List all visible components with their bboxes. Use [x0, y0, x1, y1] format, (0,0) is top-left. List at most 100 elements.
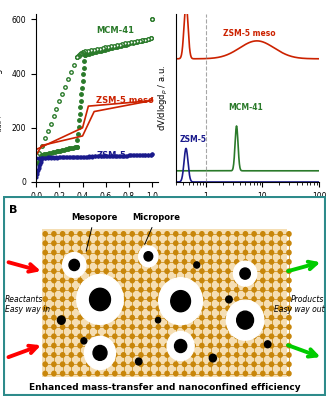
Circle shape: [87, 260, 91, 264]
Text: Micropore: Micropore: [132, 213, 180, 244]
Circle shape: [95, 306, 100, 311]
Circle shape: [61, 297, 65, 301]
Circle shape: [237, 311, 254, 329]
Circle shape: [235, 297, 239, 301]
Circle shape: [121, 344, 126, 348]
Circle shape: [174, 232, 178, 236]
Circle shape: [87, 250, 91, 255]
Circle shape: [217, 344, 221, 348]
Circle shape: [287, 269, 291, 274]
Circle shape: [226, 296, 232, 303]
Circle shape: [278, 241, 282, 246]
Circle shape: [261, 353, 265, 357]
Circle shape: [113, 334, 117, 338]
Text: MCM-41: MCM-41: [228, 103, 263, 112]
Circle shape: [174, 316, 178, 320]
Circle shape: [156, 334, 161, 338]
Circle shape: [209, 250, 213, 255]
Circle shape: [217, 334, 221, 338]
Text: MCM-41: MCM-41: [96, 26, 135, 35]
Circle shape: [95, 250, 100, 255]
Circle shape: [261, 325, 265, 329]
Circle shape: [78, 316, 82, 320]
Circle shape: [156, 241, 161, 246]
Circle shape: [226, 232, 230, 236]
Circle shape: [130, 232, 134, 236]
Circle shape: [252, 260, 256, 264]
Circle shape: [121, 297, 126, 301]
Circle shape: [200, 241, 204, 246]
Circle shape: [287, 297, 291, 301]
Circle shape: [269, 362, 274, 366]
Circle shape: [235, 241, 239, 246]
Text: Mesopore: Mesopore: [71, 213, 117, 251]
Circle shape: [278, 362, 282, 366]
Circle shape: [226, 344, 230, 348]
Circle shape: [287, 250, 291, 255]
Circle shape: [69, 362, 73, 366]
Circle shape: [174, 260, 178, 264]
Circle shape: [243, 353, 247, 357]
Circle shape: [121, 288, 126, 292]
Circle shape: [130, 260, 134, 264]
Circle shape: [165, 250, 169, 255]
Circle shape: [43, 250, 47, 255]
Circle shape: [148, 297, 152, 301]
Circle shape: [52, 278, 56, 283]
Circle shape: [182, 371, 187, 376]
Circle shape: [121, 353, 126, 357]
Circle shape: [69, 278, 73, 283]
Circle shape: [148, 232, 152, 236]
Circle shape: [252, 250, 256, 255]
Circle shape: [43, 325, 47, 329]
Circle shape: [191, 297, 195, 301]
Circle shape: [209, 241, 213, 246]
Circle shape: [165, 362, 169, 366]
Circle shape: [130, 371, 134, 376]
Circle shape: [78, 297, 82, 301]
Circle shape: [78, 334, 82, 338]
Circle shape: [156, 297, 161, 301]
Circle shape: [148, 250, 152, 255]
Circle shape: [43, 288, 47, 292]
Circle shape: [226, 353, 230, 357]
Circle shape: [269, 260, 274, 264]
Circle shape: [165, 325, 169, 329]
Circle shape: [104, 241, 108, 246]
Circle shape: [217, 306, 221, 311]
Circle shape: [217, 353, 221, 357]
Circle shape: [156, 278, 161, 283]
Circle shape: [174, 344, 178, 348]
Circle shape: [174, 362, 178, 366]
Circle shape: [95, 297, 100, 301]
Circle shape: [200, 344, 204, 348]
Circle shape: [278, 232, 282, 236]
Circle shape: [104, 325, 108, 329]
Circle shape: [209, 288, 213, 292]
Circle shape: [165, 371, 169, 376]
Circle shape: [69, 316, 73, 320]
Circle shape: [52, 362, 56, 366]
Circle shape: [191, 353, 195, 357]
Circle shape: [182, 260, 187, 264]
Circle shape: [226, 297, 230, 301]
Circle shape: [209, 278, 213, 283]
Circle shape: [217, 297, 221, 301]
Circle shape: [174, 297, 178, 301]
Circle shape: [165, 306, 169, 311]
Circle shape: [95, 334, 100, 338]
Circle shape: [278, 344, 282, 348]
Circle shape: [252, 371, 256, 376]
Circle shape: [182, 269, 187, 274]
Circle shape: [235, 269, 239, 274]
Circle shape: [148, 316, 152, 320]
Text: ZSM-5: ZSM-5: [96, 151, 126, 160]
Circle shape: [269, 288, 274, 292]
Circle shape: [43, 316, 47, 320]
Circle shape: [121, 306, 126, 311]
Circle shape: [278, 278, 282, 283]
Circle shape: [278, 334, 282, 338]
FancyBboxPatch shape: [42, 229, 287, 377]
Circle shape: [69, 297, 73, 301]
Circle shape: [287, 334, 291, 338]
